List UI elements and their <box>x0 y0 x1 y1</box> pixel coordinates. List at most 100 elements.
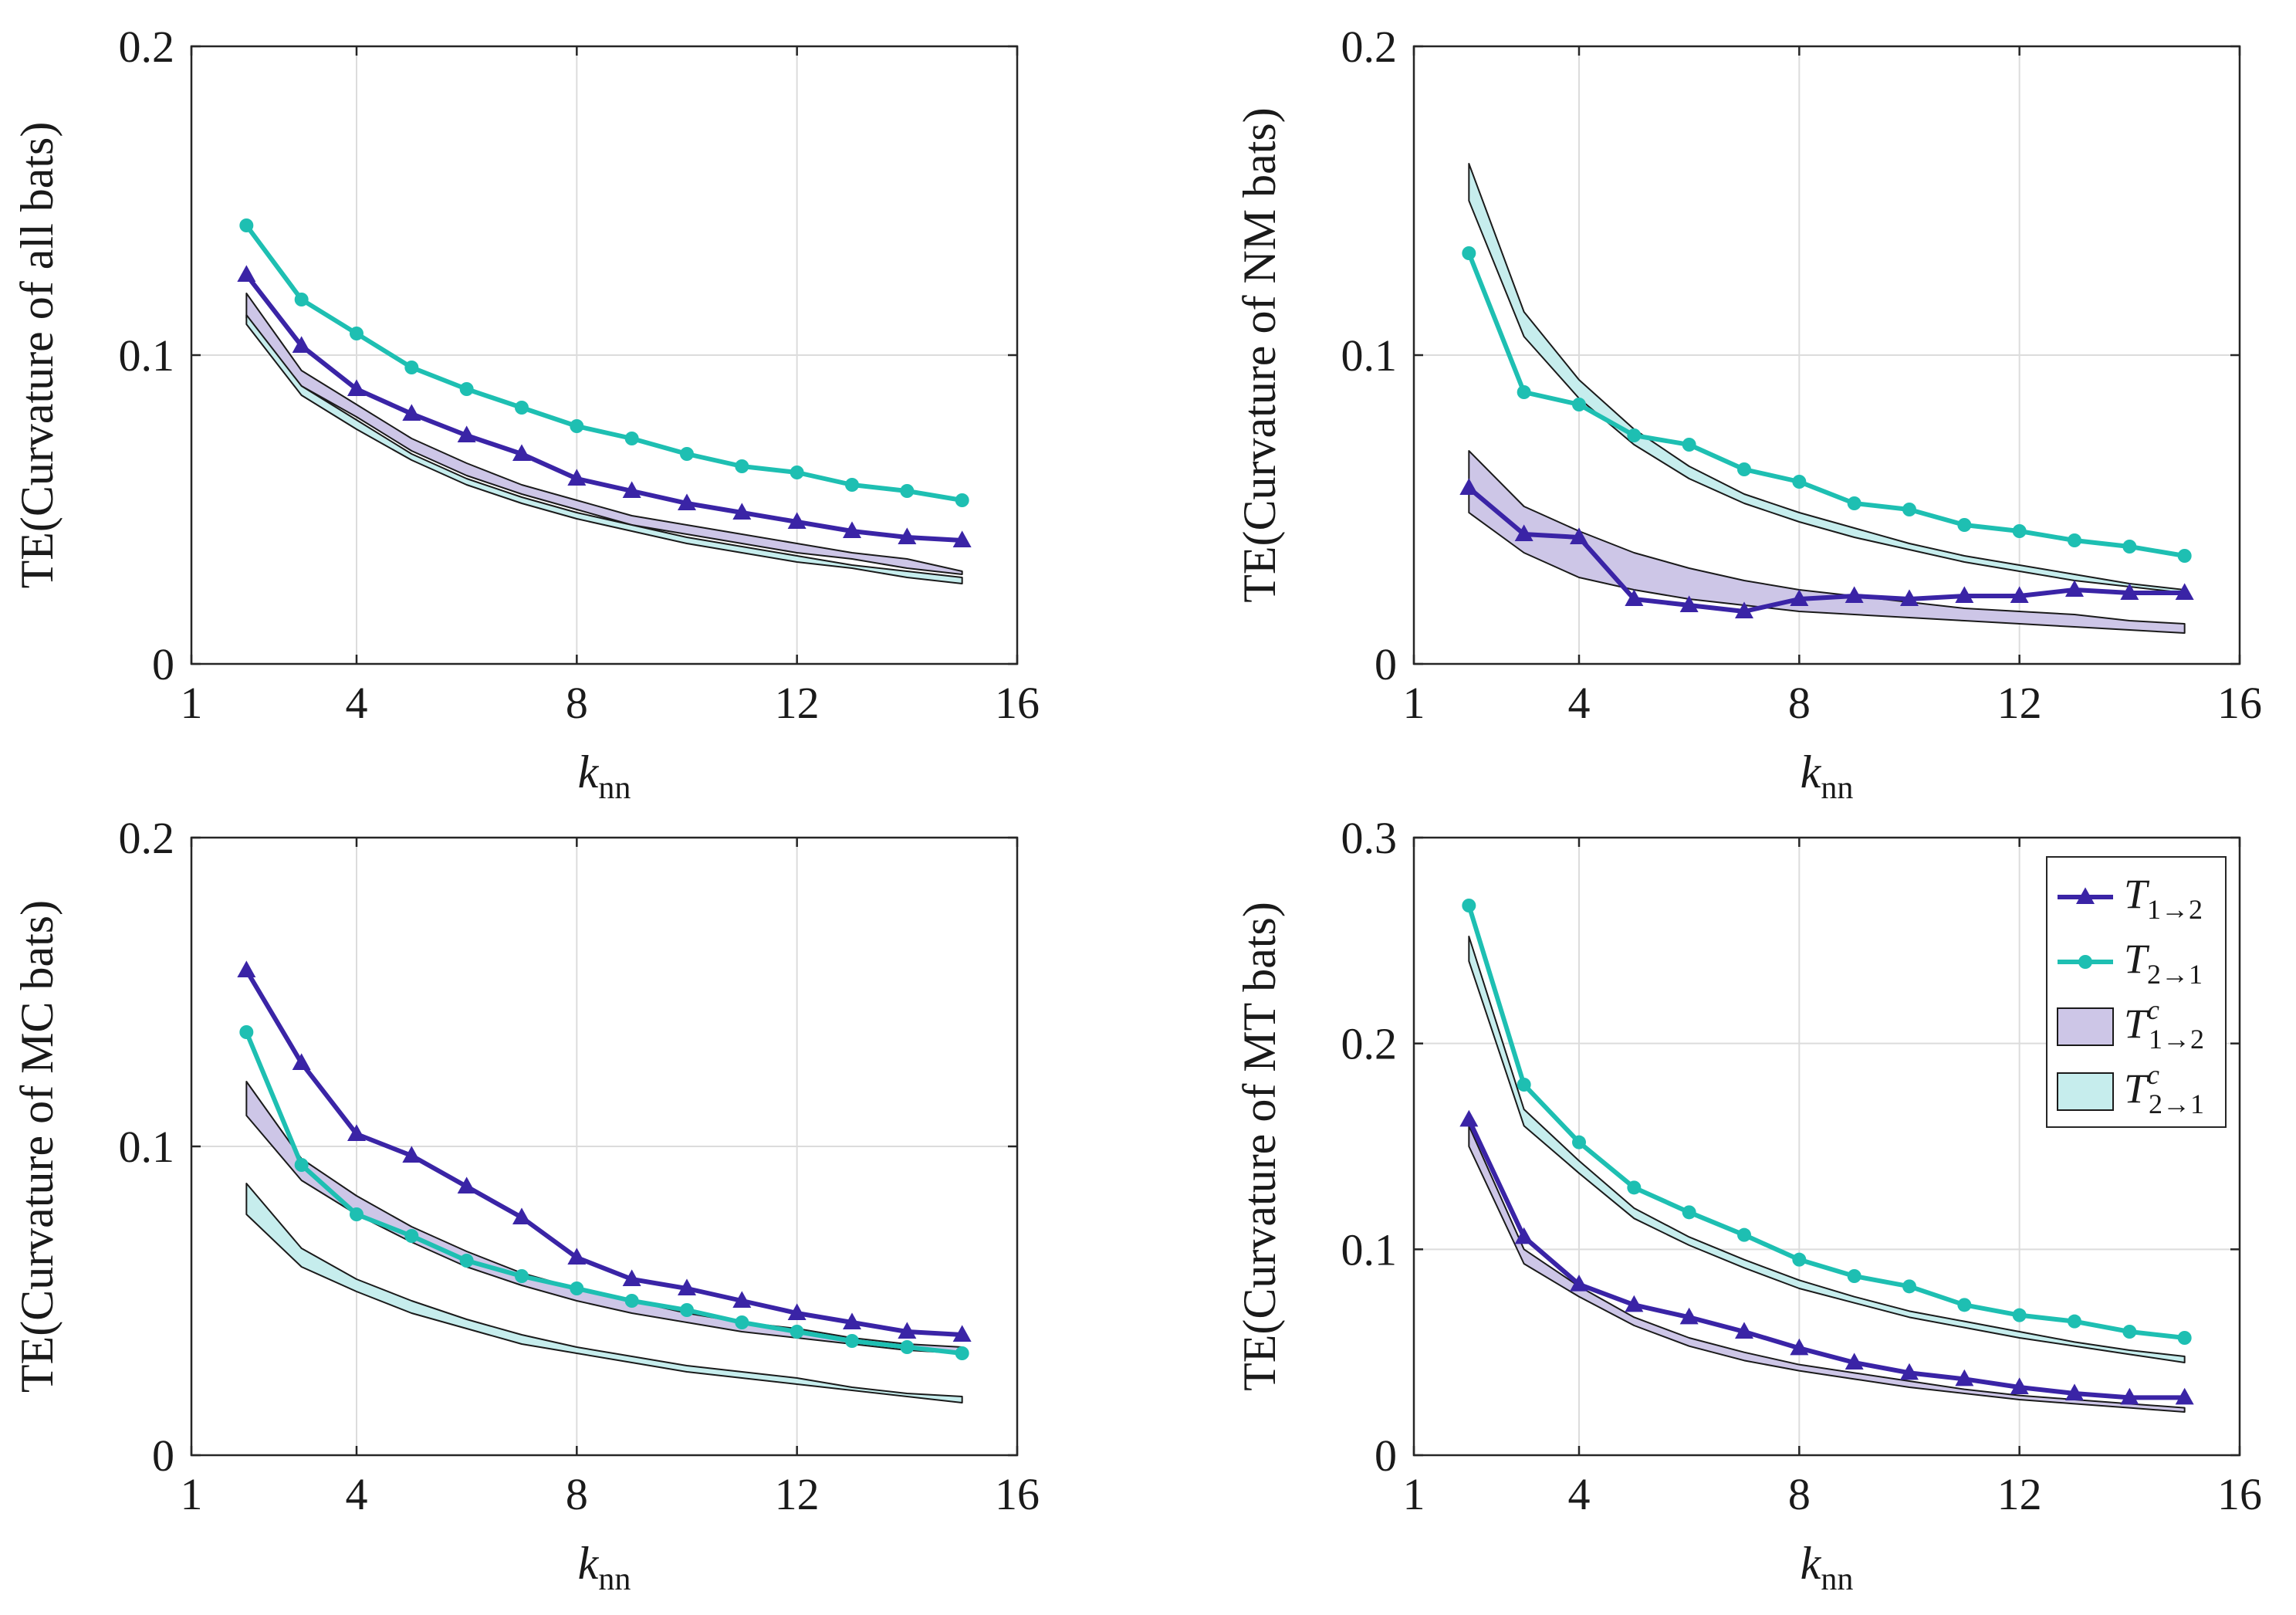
panel-top-left: 1 4 8 12 16 0 0.1 0.2 knn TE(Curvature of all bat… <box>12 22 1040 806</box>
point-t12 <box>1514 524 1533 541</box>
point-t21 <box>404 361 419 374</box>
point-t12 <box>1679 595 1699 612</box>
point-t21 <box>294 1158 309 1172</box>
legend-label: Tc 1→2 <box>2124 994 2204 1055</box>
point-t21 <box>2012 1308 2027 1322</box>
point-t21 <box>1792 1252 1807 1267</box>
point-t21 <box>570 419 584 433</box>
y-tick-label: 0.1 <box>119 330 175 381</box>
point-t21 <box>1682 438 1696 452</box>
point-t21 <box>1682 1205 1696 1220</box>
point-t21 <box>350 327 364 340</box>
legend: T1→2 T2→1Tc 1→2Tc 2→1 <box>2046 856 2227 1128</box>
point-t21 <box>2122 1325 2137 1339</box>
point-t21 <box>1737 462 1751 476</box>
point-t12 <box>952 530 972 547</box>
point-t12 <box>1570 1275 1588 1292</box>
y-axis-label: TE(Curvature of NM bats) <box>1234 107 1285 602</box>
series-line-t21 <box>1466 252 2186 558</box>
band-t12c <box>1468 450 2186 634</box>
point-t21 <box>239 218 254 232</box>
point-t21 <box>900 1340 915 1354</box>
point-t12 <box>2065 1383 2084 1400</box>
band-t21c <box>245 314 963 584</box>
series-line-t21 <box>244 1031 963 1356</box>
point-t12 <box>1900 1363 1919 1380</box>
y-axis-label: TE(Curvature of MT bats) <box>1234 902 1285 1391</box>
x-tick-label: 16 <box>2217 1469 2262 1519</box>
point-t12 <box>1625 589 1644 606</box>
point-t12 <box>787 512 806 529</box>
point-t21 <box>570 1282 584 1295</box>
point-t21 <box>2068 1314 2081 1329</box>
x-tick-label: 8 <box>566 678 588 728</box>
point-t12 <box>2010 1377 2029 1394</box>
legend-swatch-band <box>2057 1072 2114 1111</box>
legend-label: Tc 2→1 <box>2124 1059 2204 1119</box>
point-t21 <box>1847 1269 1861 1283</box>
point-t21 <box>515 401 529 415</box>
point-t21 <box>1957 1298 1972 1312</box>
point-t21 <box>294 293 309 306</box>
point-t12 <box>952 1325 972 1342</box>
point-t21 <box>1957 518 1972 532</box>
point-t21 <box>1792 475 1807 489</box>
point-t12 <box>1790 589 1809 606</box>
y-tick-label: 0.2 <box>119 22 175 72</box>
y-tick-label: 0.2 <box>1341 22 1398 72</box>
point-t21 <box>1847 496 1861 510</box>
panel-bottom-right: 1 4 8 12 16 0 0.1 0.2 0.3 knn TE(Curvature of MT b… <box>1234 813 2262 1597</box>
y-tick-label: 0 <box>152 639 174 689</box>
point-t21 <box>680 1303 694 1317</box>
point-t21 <box>1517 385 1531 399</box>
y-tick-label: 0.1 <box>1341 330 1398 381</box>
x-tick-label: 8 <box>1788 1469 1811 1519</box>
point-t12 <box>1514 1227 1533 1244</box>
point-t21 <box>735 459 749 473</box>
point-t21 <box>680 447 694 461</box>
point-t21 <box>2068 533 2081 547</box>
series-line-t12 <box>1467 486 2185 614</box>
x-tick-label: 1 <box>1403 1469 1425 1519</box>
point-t21 <box>845 1334 859 1348</box>
y-tick-label: 0.2 <box>1341 1019 1398 1069</box>
point-t12 <box>678 493 696 510</box>
series-line-t12 <box>244 273 962 543</box>
point-t12 <box>678 1278 696 1295</box>
point-t21 <box>515 1269 529 1283</box>
point-t12 <box>1790 1338 1809 1356</box>
band-t21c <box>1468 163 2186 594</box>
x-tick-label: 8 <box>1788 678 1811 728</box>
y-axis-label: TE(Curvature of MC bats) <box>12 900 63 1393</box>
point-t12 <box>1900 589 1919 606</box>
point-t12 <box>567 469 587 486</box>
x-tick-label: 12 <box>775 1469 820 1519</box>
point-t12 <box>1955 1369 1974 1386</box>
point-t21 <box>845 478 859 492</box>
y-tick-label: 0.1 <box>1341 1224 1398 1275</box>
point-t12 <box>2120 1387 2139 1405</box>
band-t12c <box>1468 1125 2186 1413</box>
point-t12 <box>567 1248 587 1265</box>
band-t12c <box>245 293 963 575</box>
point-t12 <box>2175 583 2194 600</box>
point-t21 <box>624 1294 639 1308</box>
point-t12 <box>237 960 256 977</box>
point-t12 <box>1679 1307 1699 1325</box>
x-tick-label: 4 <box>346 678 368 728</box>
x-tick-label: 4 <box>1568 678 1591 728</box>
y-tick-label: 0 <box>1375 1430 1397 1481</box>
y-tick-label: 0 <box>152 1430 174 1481</box>
x-tick-label: 12 <box>1997 1469 2042 1519</box>
point-t12 <box>843 1312 861 1329</box>
point-t12 <box>292 336 311 353</box>
point-t12 <box>512 1207 531 1224</box>
point-t21 <box>1627 428 1642 442</box>
point-t21 <box>624 432 639 445</box>
legend-swatch-band <box>2057 1007 2114 1046</box>
x-axis-label: knn <box>1801 1538 1854 1597</box>
point-t21 <box>459 1254 474 1268</box>
point-t21 <box>790 1325 804 1339</box>
point-t21 <box>790 466 804 479</box>
